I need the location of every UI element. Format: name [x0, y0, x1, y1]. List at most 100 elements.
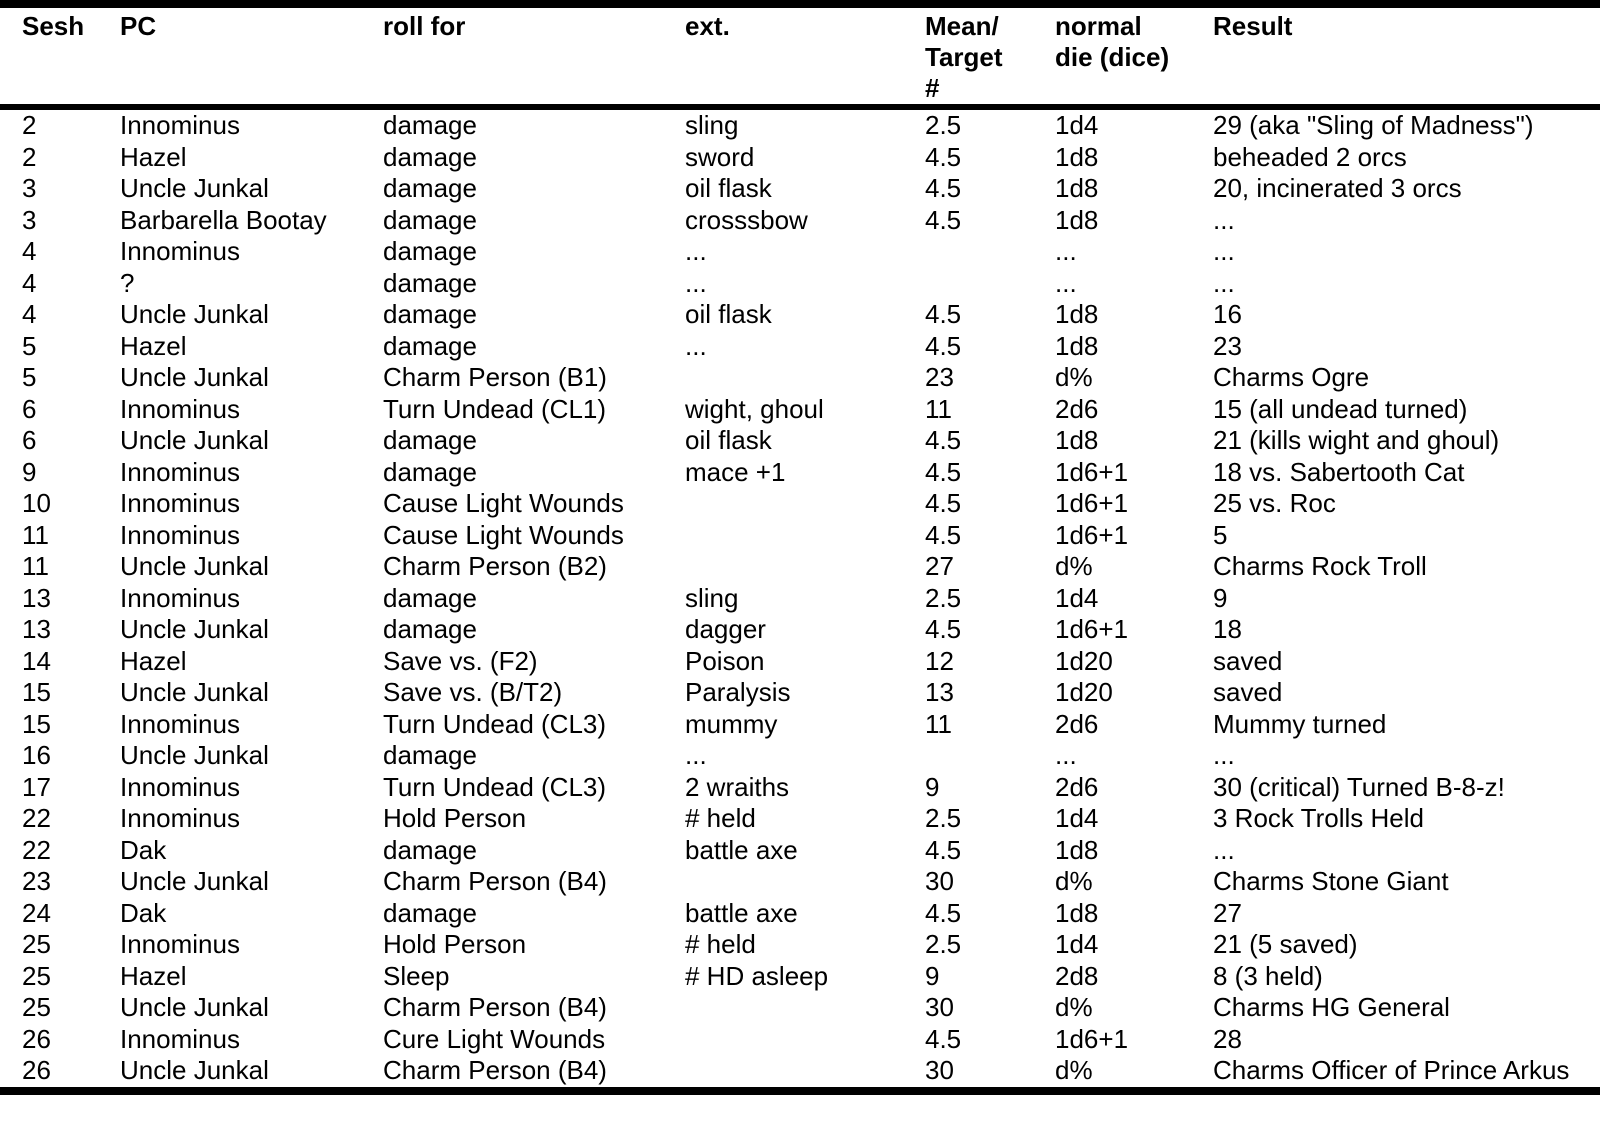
cell-mean-target: 4.5	[925, 614, 962, 644]
cell-normal-die: 1d4	[1055, 110, 1099, 140]
cell-result: 15 (all undead turned)	[1213, 393, 1468, 424]
cell-roll-for: Cure Light Wounds	[383, 1023, 606, 1054]
cell-normal-die: 1d6+1	[1055, 1023, 1129, 1054]
cell-result: 16	[1213, 299, 1242, 329]
cell-sesh: 22	[22, 834, 51, 865]
cell-ext: dagger	[685, 614, 766, 644]
cell-roll-for: damage	[383, 582, 477, 613]
table-row: 4 Innominus damage.........	[0, 236, 1600, 268]
cell-pc: Uncle Junkal	[120, 677, 269, 707]
table-row: 9 Innominus damage mace +1 4.5 1d6+1 18 vs. Sa…	[0, 457, 1600, 489]
cell-pc: Innominus	[120, 236, 240, 266]
cell-sesh: 24	[22, 897, 51, 928]
cell-result: 27	[1213, 897, 1242, 928]
cell-normal-die: 1d4	[1055, 803, 1099, 833]
cell-sesh: 4	[22, 236, 37, 266]
cell-roll-for: damage	[383, 740, 477, 770]
dice-roll-table: Sesh PC roll for ext. Mean/ Target # normal d…	[0, 0, 1600, 1095]
cell-mean-target: 4.5	[925, 456, 962, 487]
cell-normal-die: ...	[1055, 740, 1077, 770]
table-header: Sesh PC roll for ext. Mean/ Target # normal d…	[0, 4, 1600, 107]
table-row: 13 Uncle Junkal damage dagger 4.5 1d6+1 18	[0, 614, 1600, 646]
cell-normal-die: 1d8	[1055, 425, 1099, 455]
cell-normal-die: 1d6+1	[1055, 614, 1129, 644]
table-row: 2 Hazel damage sword 4.5 1d8 beheaded 2 orcs	[0, 142, 1600, 174]
cell-result: 21 (5 saved)	[1213, 929, 1358, 959]
cell-result: saved	[1213, 645, 1283, 676]
cell-result: 18 vs. Sabertooth Cat	[1213, 456, 1465, 487]
column-header-sesh: Sesh	[22, 11, 85, 41]
cell-sesh: 5	[22, 362, 37, 392]
cell-ext: sling	[685, 582, 739, 613]
column-header-pc: PC	[120, 11, 157, 41]
table-row: 2 Innominus damage sling 2.5 1d4 29 (aka "Slin…	[0, 107, 1600, 142]
column-header-ext: ext.	[685, 11, 730, 41]
cell-result: 3 Rock Trolls Held	[1213, 803, 1424, 833]
cell-mean-target	[925, 268, 1055, 300]
cell-result: 5	[1213, 519, 1228, 550]
cell-result: saved	[1213, 677, 1283, 707]
cell-mean-target: 23	[925, 362, 954, 392]
cell-ext: oil flask	[685, 173, 772, 203]
table-row: 24 Dak damage battle axe 4.5 1d8 27	[0, 898, 1600, 930]
cell-result: ...	[1213, 740, 1235, 770]
table-row: 26 Innominus Cure Light Wounds 4.5 1d6+1 28	[0, 1024, 1600, 1056]
cell-sesh: 11	[22, 551, 49, 581]
cell-mean-target: 4.5	[925, 1023, 962, 1054]
cell-sesh: 13	[22, 614, 51, 644]
cell-pc: Innominus	[120, 456, 240, 487]
cell-result: Charms HG General	[1213, 992, 1450, 1022]
cell-sesh: 3	[22, 204, 37, 235]
cell-mean-target: 13	[925, 677, 954, 707]
cell-roll-for: Charm Person (B1)	[383, 362, 607, 392]
cell-roll-for: Save vs. (F2)	[383, 645, 538, 676]
cell-sesh: 5	[22, 330, 37, 361]
cell-pc: Uncle Junkal	[120, 614, 269, 644]
cell-ext: battle axe	[685, 834, 798, 865]
cell-sesh: 11	[22, 519, 49, 550]
cell-result: 28	[1213, 1023, 1242, 1054]
cell-result: ...	[1213, 236, 1235, 266]
cell-mean-target: 11	[925, 708, 952, 739]
cell-pc: Hazel	[120, 141, 187, 172]
cell-roll-for: damage	[383, 330, 477, 361]
cell-ext: oil flask	[685, 425, 772, 455]
cell-mean-target: 9	[925, 771, 940, 802]
cell-roll-for: Charm Person (B4)	[383, 866, 607, 896]
cell-pc: Innominus	[120, 1023, 240, 1054]
table-row: 26 Uncle Junkal Charm Person (B4) 30 d% Charm…	[0, 1055, 1600, 1091]
cell-roll-for: Turn Undead (CL1)	[383, 393, 607, 424]
table-row: 4 Uncle Junkal damage oil flask 4.5 1d8 16	[0, 299, 1600, 331]
cell-sesh: 25	[22, 929, 51, 959]
cell-result: 25 vs. Roc	[1213, 488, 1336, 518]
cell-result: ...	[1213, 834, 1235, 865]
cell-sesh: 26	[22, 1023, 51, 1054]
cell-ext: ...	[685, 267, 707, 298]
cell-pc: Uncle Junkal	[120, 992, 269, 1022]
cell-result: Charms Stone Giant	[1213, 866, 1449, 896]
cell-roll-for: damage	[383, 425, 477, 455]
cell-result: Charms Officer of Prince Arkus	[1213, 1055, 1570, 1085]
cell-pc: Uncle Junkal	[120, 362, 269, 392]
cell-roll-for: Hold Person	[383, 803, 527, 833]
table-body: 2 Innominus damage sling 2.5 1d4 29 (aka "Slin…	[0, 107, 1600, 1091]
cell-sesh: 15	[22, 677, 51, 707]
cell-roll-for: Cause Light Wounds	[383, 488, 624, 518]
cell-ext: # HD asleep	[685, 960, 829, 991]
cell-mean-target: 2.5	[925, 929, 962, 959]
cell-pc: Innominus	[120, 519, 240, 550]
cell-sesh: 26	[22, 1055, 51, 1085]
cell-sesh: 4	[22, 267, 37, 298]
table-row: 14 Hazel Save vs. (F2) Poison 12 1d20 saved	[0, 646, 1600, 678]
table-row: 11 Uncle Junkal Charm Person (B2) 27 d% Charm…	[0, 551, 1600, 583]
table-row: 17 Innominus Turn Undead (CL3) 2 wraiths 9 2d…	[0, 772, 1600, 804]
cell-ext	[685, 551, 925, 583]
table-row: 6 Innominus Turn Undead (CL1) wight, ghoul 1…	[0, 394, 1600, 426]
table-row: 13 Innominus damage sling 2.5 1d4 9	[0, 583, 1600, 615]
cell-ext: oil flask	[685, 299, 772, 329]
column-header-result: Result	[1213, 11, 1293, 41]
cell-ext: battle axe	[685, 897, 798, 928]
cell-ext	[685, 488, 925, 520]
cell-roll-for: damage	[383, 141, 477, 172]
cell-roll-for: Charm Person (B4)	[383, 1055, 607, 1085]
